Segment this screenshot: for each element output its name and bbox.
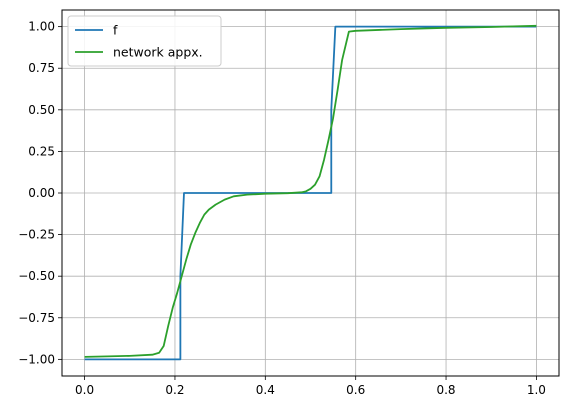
- y-tick-label: 0.50: [28, 103, 55, 117]
- x-tick-label: 0.0: [75, 383, 94, 397]
- legend-label-f: f: [113, 23, 118, 38]
- y-tick-label: −0.50: [18, 269, 55, 283]
- x-axis: 0.0 0.2 0.4 0.6 0.8 1.0: [75, 376, 546, 397]
- series-layer: [84, 24, 537, 361]
- x-tick-label: 0.6: [346, 383, 365, 397]
- x-tick-label: 0.2: [165, 383, 184, 397]
- series-line-f: [84, 25, 537, 361]
- y-tick-label: 0.00: [28, 186, 55, 200]
- x-tick-label: 1.0: [527, 383, 546, 397]
- legend-box: [67, 15, 222, 67]
- y-axis: −1.00 −0.75 −0.50 −0.25 0.00 0.25 0.50 0.75 1.00: [18, 20, 62, 366]
- y-tick-label: −1.00: [18, 352, 55, 366]
- legend-label-network-appx: network appx.: [113, 45, 203, 60]
- x-tick-label: 0.4: [256, 383, 275, 397]
- y-tick-label: 1.00: [28, 20, 55, 34]
- y-tick-label: 0.75: [28, 61, 55, 75]
- series-line-network-appx: [84, 24, 537, 358]
- y-tick-label: 0.25: [28, 144, 55, 158]
- x-tick-label: 0.8: [436, 383, 455, 397]
- y-tick-label: −0.25: [18, 228, 55, 242]
- y-tick-label: −0.75: [18, 311, 55, 325]
- legend: f network appx.: [67, 15, 222, 67]
